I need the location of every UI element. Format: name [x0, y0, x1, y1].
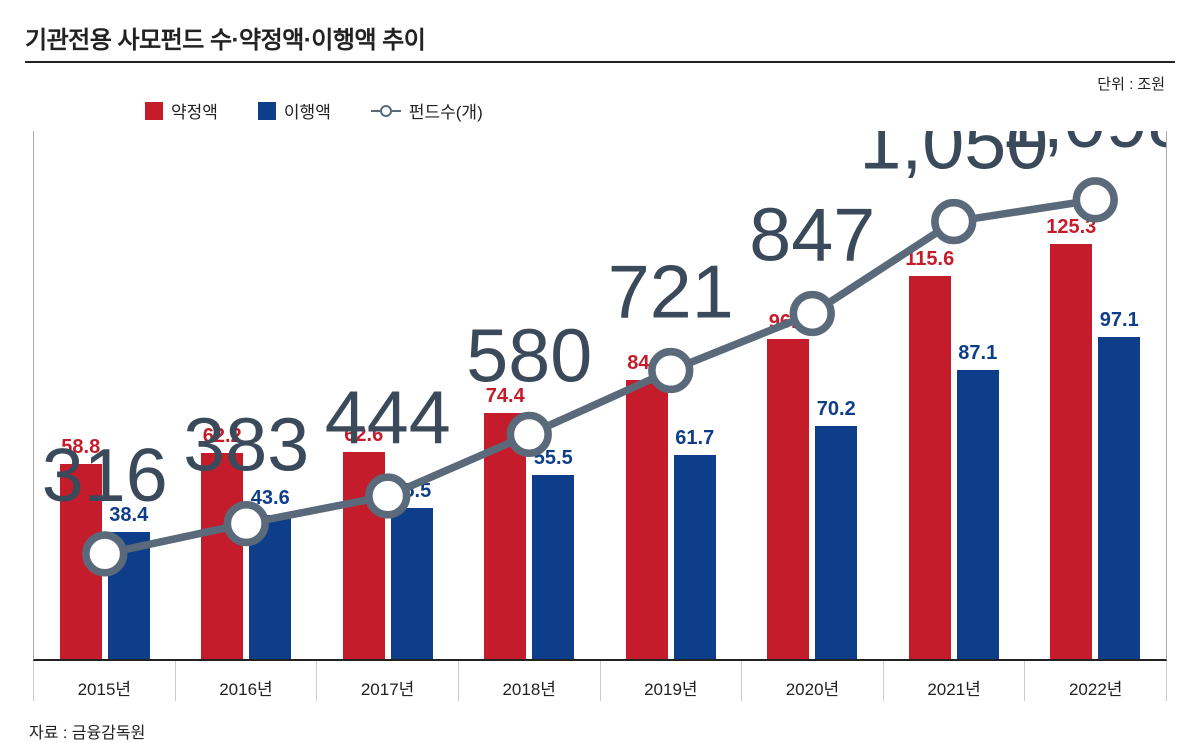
bar-series2: 61.7 [674, 455, 716, 659]
bar-value-label: 70.2 [817, 398, 856, 421]
bar-group: 115.687.1 [883, 131, 1025, 659]
bar-series1: 74.4 [484, 413, 526, 659]
bar-value-label: 87.1 [958, 342, 997, 365]
bar-series1: 125.3 [1050, 244, 1092, 659]
bar-value-label: 97.1 [1100, 309, 1139, 332]
unit-label: 단위 : 조원 [25, 73, 1175, 94]
bar-value-label: 62.2 [203, 425, 242, 448]
x-tick-label: 2021년 [883, 661, 1025, 701]
bar-value-label: 45.5 [392, 480, 431, 503]
chart-container: 기관전용 사모펀드 수·약정액·이행액 추이 단위 : 조원 약정액 이행액 펀… [25, 20, 1175, 721]
bar-series2: 87.1 [957, 370, 999, 659]
x-tick-label: 2016년 [175, 661, 317, 701]
x-tick-label: 2019년 [600, 661, 742, 701]
bar-value-label: 38.4 [109, 504, 148, 527]
bar-group: 62.645.5 [317, 131, 459, 659]
bar-value-label: 125.3 [1046, 216, 1096, 239]
bar-value-label: 62.6 [344, 424, 383, 447]
legend-item-series2: 이행액 [258, 98, 331, 123]
legend-label: 펀드수(개) [409, 98, 483, 123]
bar-value-label: 96.7 [769, 311, 808, 334]
legend-swatch-blue [258, 102, 276, 120]
bar-value-label: 74.4 [486, 385, 525, 408]
bar-value-label: 61.7 [675, 427, 714, 450]
bar-series2: 55.5 [532, 475, 574, 659]
bar-series2: 38.4 [108, 532, 150, 659]
legend-label: 약정액 [171, 98, 218, 123]
bar-value-label: 84.3 [627, 352, 666, 375]
bar-series1: 62.2 [201, 453, 243, 659]
legend: 약정액 이행액 펀드수(개) [25, 98, 1175, 123]
bar-group: 58.838.4 [34, 131, 176, 659]
bar-series1: 96.7 [767, 339, 809, 659]
bar-series2: 45.5 [391, 508, 433, 659]
bar-group: 62.243.6 [176, 131, 318, 659]
bar-series1: 62.6 [343, 452, 385, 659]
bar-value-label: 58.8 [61, 436, 100, 459]
x-tick-label: 2017년 [316, 661, 458, 701]
plot-area: 58.838.462.243.662.645.574.455.584.361.7… [33, 131, 1167, 661]
bar-value-label: 115.6 [905, 248, 954, 271]
source-label: 자료 : 금융감독원 [25, 719, 1175, 743]
bar-series1: 115.6 [909, 276, 951, 659]
x-axis: 2015년2016년2017년2018년2019년2020년2021년2022년 [33, 661, 1167, 701]
bar-group: 74.455.5 [459, 131, 601, 659]
legend-line-icon [371, 110, 401, 112]
bar-group: 84.361.7 [600, 131, 742, 659]
bar-series2: 97.1 [1098, 337, 1140, 659]
x-tick-label: 2018년 [458, 661, 600, 701]
bar-value-label: 43.6 [251, 487, 290, 510]
x-tick-label: 2015년 [33, 661, 175, 701]
title-underline [25, 61, 1175, 63]
legend-swatch-red [145, 102, 163, 120]
x-tick-label: 2022년 [1024, 661, 1167, 701]
bar-series1: 84.3 [626, 380, 668, 659]
bar-series2: 70.2 [815, 426, 857, 659]
bar-series1: 58.8 [60, 464, 102, 659]
bar-group: 125.397.1 [1025, 131, 1167, 659]
bar-group: 96.770.2 [742, 131, 884, 659]
legend-label: 이행액 [284, 98, 331, 123]
bar-series2: 43.6 [249, 515, 291, 659]
legend-item-series3: 펀드수(개) [371, 98, 483, 123]
bar-value-label: 55.5 [534, 447, 573, 470]
x-tick-label: 2020년 [741, 661, 883, 701]
legend-item-series1: 약정액 [145, 98, 218, 123]
chart-title: 기관전용 사모펀드 수·약정액·이행액 추이 [25, 20, 1175, 55]
